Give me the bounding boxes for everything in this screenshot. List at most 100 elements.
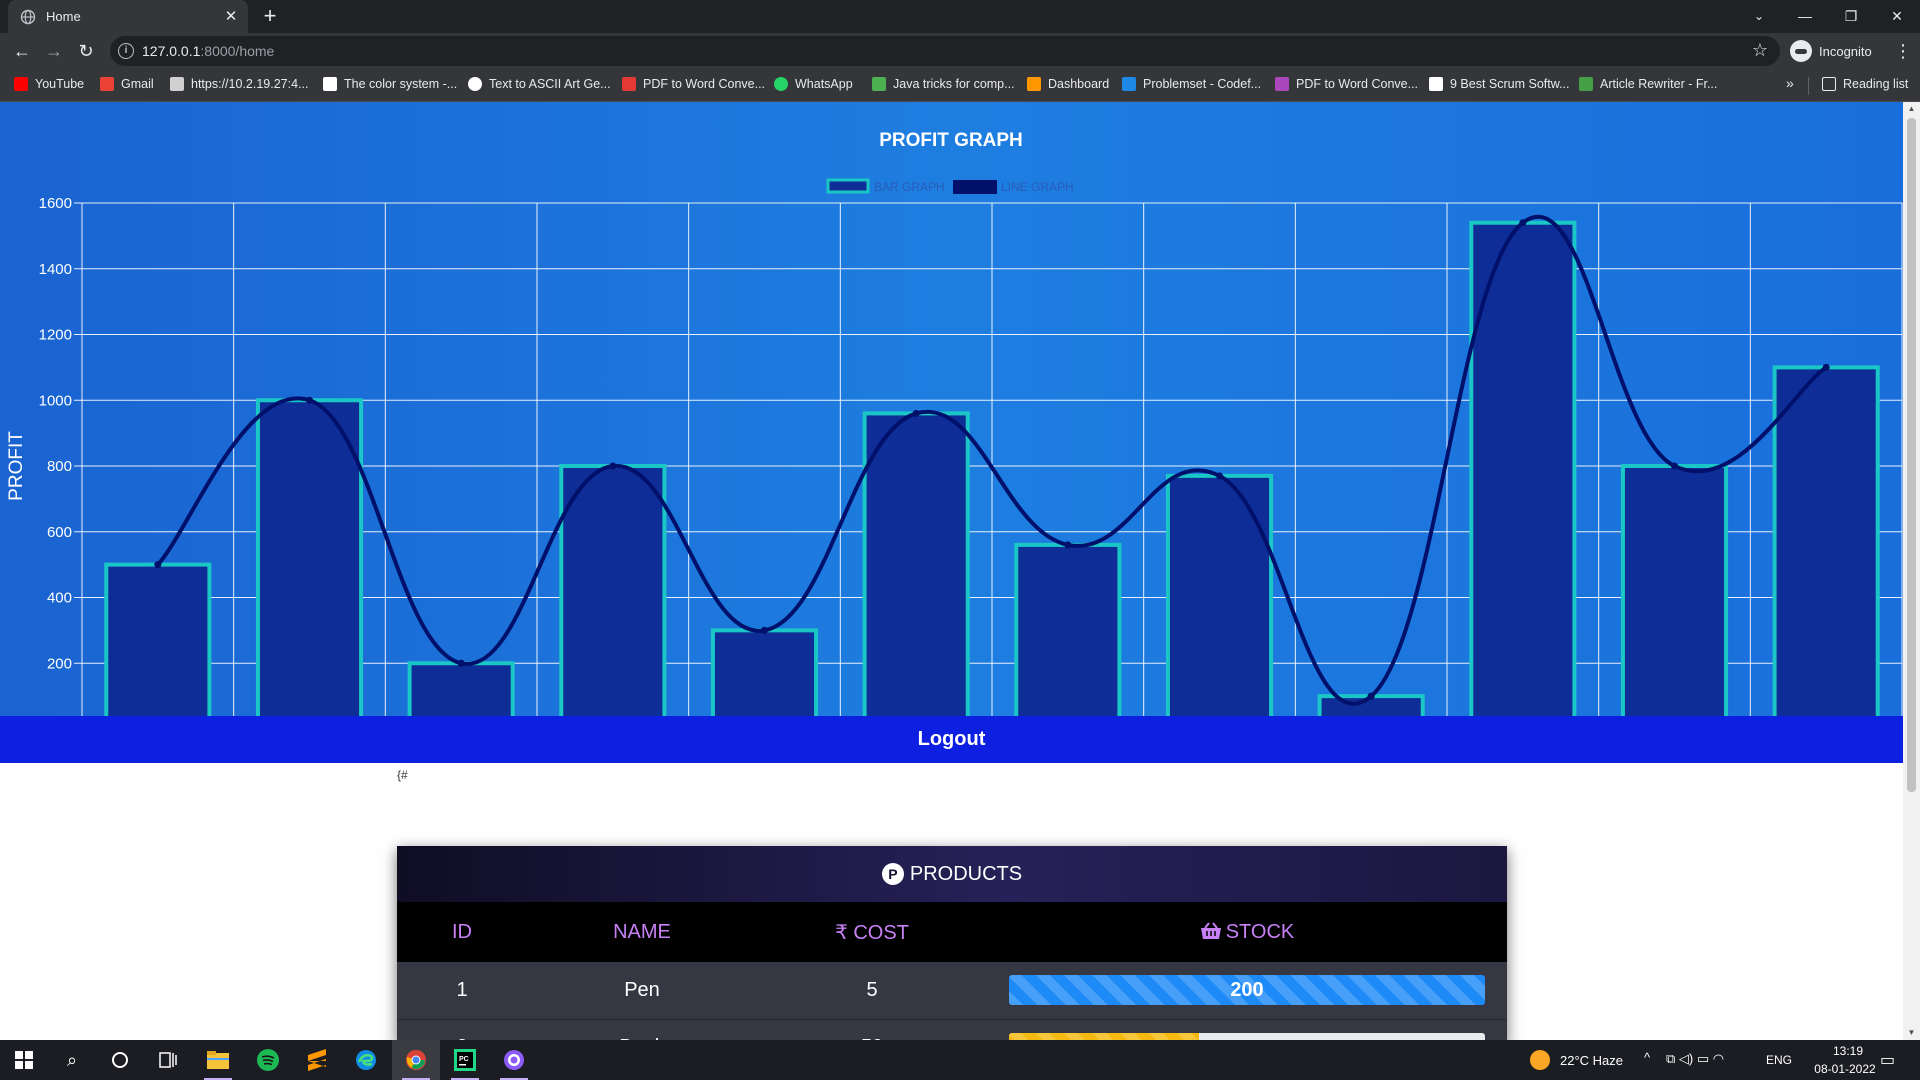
column-header-name: NAME [613,920,671,943]
bookmark-color-system[interactable]: The color system -... [323,77,457,91]
reading-list-icon [1822,77,1836,91]
address-bar[interactable]: i 127.0.0.1:8000/home ☆ [110,36,1780,66]
stock-progress-bar: 200 [1009,975,1485,1006]
product-cost: 5 [866,978,878,1001]
bookmark-pdf-word-2[interactable]: PDF to Word Conve... [1275,77,1418,91]
github-desktop-icon[interactable] [490,1040,538,1080]
site-info-icon[interactable]: i [118,43,134,59]
y-tick-label: 600 [47,524,72,541]
bookmark-scrum-software[interactable]: 9 Best Scrum Softw... [1429,77,1570,91]
scrollbar-thumb[interactable] [1907,118,1916,792]
line-series [156,214,1828,706]
tab-search-chevron-icon[interactable]: ⌄ [1753,9,1765,23]
link-icon [170,77,184,91]
bookmarks-separator [1808,77,1809,95]
link-icon [872,77,886,91]
bookmark-gmail[interactable]: Gmail [100,77,154,91]
whatsapp-icon [774,77,788,91]
weather-icon[interactable] [1530,1050,1550,1070]
product-stock [987,1019,1507,1040]
minimize-icon[interactable]: — [1798,8,1812,24]
sublime-text-icon[interactable] [293,1040,341,1080]
legend-label-line: LINE GRAPH [1001,180,1074,194]
bookmark-whatsapp[interactable]: WhatsApp [774,77,853,91]
bookmark-star-icon[interactable]: ☆ [1751,40,1768,60]
y-tick-label: 200 [47,655,72,672]
scroll-up-arrow-icon[interactable]: ▲ [1907,104,1916,113]
bookmark-ascii-art[interactable]: Text to ASCII Art Ge... [468,77,611,91]
line-point [609,462,617,470]
close-tab-icon[interactable]: ✕ [224,8,238,25]
products-card: P PRODUCTS ID NAME ₹ COST STOCK [397,846,1507,1040]
column-header-stock: STOCK [987,902,1507,962]
weather-text[interactable]: 22°C Haze [1560,1053,1624,1068]
cortana-icon[interactable] [96,1040,144,1080]
new-tab-button[interactable]: + [263,3,277,28]
stock-progress-fill [1009,1032,1200,1040]
table-row: 2 Book 50 [397,1019,1507,1040]
bar [1014,542,1122,716]
logout-button[interactable]: Logout [0,716,1903,763]
restore-icon[interactable]: ❐ [1844,8,1858,24]
bar [862,411,970,716]
bookmark-article-rewriter[interactable]: Article Rewriter - Fr... [1579,77,1717,91]
bookmark-pdf-word-1[interactable]: PDF to Word Conve... [622,77,765,91]
chart-title: PROFIT GRAPH [879,130,1023,151]
bar [1165,473,1274,716]
legend-swatch-line [953,180,997,194]
browser-menu-icon[interactable]: ⋮ [1894,41,1912,61]
spotify-icon[interactable] [244,1040,292,1080]
more-bookmarks-icon[interactable]: » [1786,75,1794,91]
youtube-icon [14,77,28,91]
bookmark-problemset[interactable]: Problemset - Codef... [1122,77,1261,91]
pdf-icon [622,77,636,91]
product-id: 1 [456,978,468,1001]
close-window-icon[interactable]: ✕ [1891,8,1903,24]
edge-icon[interactable] [342,1040,390,1080]
bar [1772,365,1880,716]
file-explorer-icon[interactable] [194,1040,242,1080]
line-point [761,626,768,634]
address-url[interactable]: 127.0.0.1:8000/home [142,43,275,59]
search-icon[interactable]: ⌕ [66,1049,78,1070]
table-row: 1 Pen 5 200 [397,962,1507,1019]
pdf-icon [1275,77,1289,91]
product-p-icon: P [881,863,904,885]
chrome-icon[interactable] [392,1040,440,1080]
notifications-icon[interactable]: ▭ [1880,1052,1896,1069]
tray-status-icons[interactable]: ⧉ ◁) ▭ ◠ [1666,1051,1725,1066]
globe-icon [20,9,36,24]
products-header: P PRODUCTS [397,846,1507,902]
bookmark-ip-link[interactable]: https://10.2.19.27:4... [170,77,308,91]
windows-start-icon[interactable] [0,1040,48,1080]
scroll-down-arrow-icon[interactable]: ▼ [1907,1028,1916,1037]
product-id: 2 [397,1019,527,1040]
back-arrow-icon[interactable]: ← [13,41,31,61]
svg-text:PC: PC [459,1056,469,1063]
browser-tab-home[interactable]: Home ✕ [8,0,248,33]
legend-swatch-bar [826,178,870,194]
bookmark-youtube[interactable]: YouTube [14,77,84,91]
language-indicator[interactable]: ENG [1766,1053,1793,1067]
reading-list-button[interactable]: Reading list [1822,77,1908,91]
bookmark-java-tricks[interactable]: Java tricks for comp... [872,77,1015,91]
bar [559,464,667,716]
pycharm-icon[interactable]: PC [441,1040,489,1080]
clock-time[interactable]: 13:19 [1832,1044,1864,1058]
column-header-id: ID [452,920,472,943]
bar [255,398,364,716]
products-table: ID NAME ₹ COST STOCK 1 Pen [397,902,1507,1040]
bar [407,661,515,716]
page-scrollbar[interactable]: ▲ ▼ [1903,102,1920,1040]
browser-tab-strip: Home ✕ + ⌄ — ❐ ✕ [0,0,1920,33]
reload-icon[interactable]: ↻ [78,41,94,61]
y-tick-label: 800 [47,458,72,475]
task-view-icon[interactable] [144,1040,192,1080]
forward-arrow-icon[interactable]: → [45,41,63,61]
stock-progress-fill: 200 [1009,975,1485,1006]
bookmark-dashboard[interactable]: Dashboard [1027,77,1109,91]
tray-chevron-icon[interactable]: ^ [1644,1050,1651,1065]
tab-title: Home [46,9,81,24]
incognito-profile-button[interactable]: Incognito [1790,37,1872,65]
clock-date[interactable]: 08-01-2022 [1814,1062,1876,1076]
